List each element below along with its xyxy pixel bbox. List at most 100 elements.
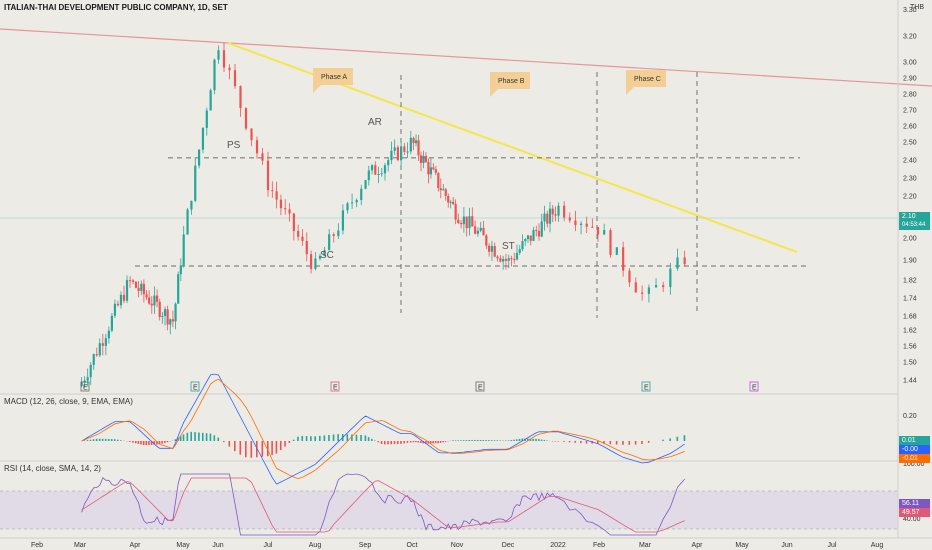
macd-histogram-bar — [543, 440, 546, 441]
event-marker-label: E — [478, 385, 483, 392]
candle — [350, 202, 354, 204]
time-tick-label: Aug — [309, 542, 322, 549]
candle — [526, 235, 530, 240]
time-tick-label: Jul — [264, 542, 273, 549]
macd-histogram-bar — [134, 441, 137, 444]
candle — [150, 303, 153, 306]
macd-histogram-bar — [471, 439, 473, 441]
macd-histogram-bar — [468, 440, 471, 441]
candle — [125, 280, 129, 301]
macd-histogram-bar — [337, 434, 339, 441]
rsi-line — [81, 473, 685, 536]
macd-histogram-bar — [261, 441, 264, 457]
macd-histogram-bar — [355, 434, 358, 441]
macd-histogram-bar — [596, 441, 599, 444]
macd-histogram-bar — [615, 441, 618, 445]
macd-histogram-bar — [488, 440, 490, 441]
macd-histogram-bar — [209, 433, 212, 441]
candle — [406, 151, 409, 153]
macd-histogram-bar — [634, 441, 637, 445]
candle — [439, 188, 442, 191]
candle — [261, 153, 264, 161]
macd-histogram-bar — [132, 441, 134, 443]
macd-histogram-bar — [452, 440, 454, 441]
macd-histogram-bar — [490, 440, 493, 441]
macd-label[interactable]: MACD (12, 26, close, 9, EMA, EMA) — [4, 397, 133, 406]
rsi-pane — [0, 473, 898, 536]
price-tick-label: 1.74 — [903, 296, 917, 303]
macd-histogram-bar — [518, 438, 521, 441]
macd-histogram-bar — [546, 440, 548, 441]
macd-histogram-bar — [393, 441, 396, 445]
candle — [622, 247, 625, 271]
candle — [479, 227, 482, 231]
macd-histogram-bar — [271, 441, 273, 456]
candle — [513, 258, 516, 260]
macd-histogram-bar — [377, 441, 380, 443]
macd-histogram-bar — [540, 439, 543, 441]
macd-histogram-bar — [367, 437, 370, 441]
macd-histogram-bar — [429, 441, 432, 444]
candle — [250, 128, 253, 141]
event-marker-label: E — [752, 385, 757, 392]
candle — [403, 146, 406, 152]
macd-histogram-bar — [104, 438, 107, 441]
candle — [449, 201, 452, 203]
macd-histogram-bar — [585, 441, 588, 444]
macd-line-tag: -0.00 — [899, 445, 930, 454]
candle — [128, 280, 132, 282]
candle — [474, 226, 477, 234]
candle — [284, 208, 287, 210]
rsi-ma-line — [81, 477, 685, 533]
candle — [233, 70, 237, 87]
macd-histogram-bar — [406, 441, 409, 443]
candle — [89, 364, 92, 378]
candle — [424, 155, 428, 163]
candle — [380, 173, 383, 175]
candle — [603, 230, 606, 235]
macd-histogram-bar — [145, 441, 148, 446]
candle — [383, 165, 387, 174]
macd-histogram-bar — [479, 440, 482, 441]
candle — [427, 162, 430, 175]
rsi-label[interactable]: RSI (14, close, SMA, 14, 2) — [4, 464, 101, 473]
candle — [437, 172, 440, 189]
candle — [337, 230, 340, 237]
macd-histogram-bar — [409, 441, 412, 443]
macd-histogram-bar — [119, 440, 122, 441]
candle — [341, 210, 345, 231]
event-marker — [475, 381, 485, 392]
rsi-tick-label: 100.00 — [903, 461, 925, 468]
macd-histogram-bar — [194, 432, 196, 441]
candle — [145, 294, 148, 298]
time-tick-label: Sep — [359, 542, 372, 549]
macd-histogram-bar — [234, 441, 236, 452]
candle — [518, 249, 521, 253]
macd-pane — [0, 373, 898, 485]
price-tick-label: 2.20 — [903, 194, 917, 201]
candle — [332, 234, 335, 237]
rsi-ma-tag: 49.57 — [899, 508, 930, 517]
candle — [412, 137, 415, 144]
candle — [574, 220, 577, 226]
candle — [222, 50, 226, 68]
candle — [166, 309, 169, 325]
macd-histogram-bar — [507, 440, 510, 441]
candle — [244, 108, 248, 129]
candle — [459, 222, 463, 225]
candle — [122, 294, 126, 301]
macd-histogram-bar — [557, 441, 560, 442]
macd-histogram-bar — [150, 441, 153, 445]
candle — [507, 258, 510, 261]
phase-label-1: Phase A — [321, 74, 347, 81]
macd-histogram-bar — [182, 434, 185, 441]
macd-histogram-bar — [190, 431, 192, 441]
macd-histogram-bar — [95, 438, 98, 441]
candle — [493, 246, 496, 257]
candle — [360, 188, 363, 200]
macd-histogram-bar — [563, 441, 565, 442]
candle — [142, 283, 145, 295]
candle — [546, 213, 549, 224]
